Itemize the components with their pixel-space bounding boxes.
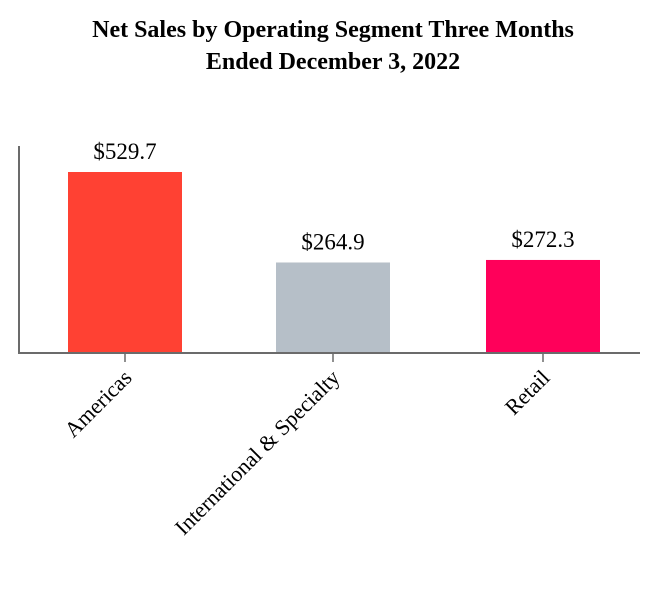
data-label-1: $264.9 [301, 229, 364, 254]
chart-title-line-2: Ended December 3, 2022 [205, 49, 461, 75]
data-label-0: $529.7 [93, 139, 156, 164]
x-tick-label-2: Retail [500, 365, 555, 420]
x-tick-label-0: Americas [59, 365, 136, 442]
bar-2 [486, 259, 600, 353]
bar-1 [276, 262, 390, 353]
data-label-2: $272.3 [511, 227, 574, 252]
chart-title: Net Sales by Operating Segment Three Mon… [0, 14, 666, 78]
bar-0 [68, 172, 182, 353]
chart-title-line-1: Net Sales by Operating Segment Three Mon… [92, 17, 574, 43]
x-tick-label-1: International & Specialty [170, 365, 345, 540]
